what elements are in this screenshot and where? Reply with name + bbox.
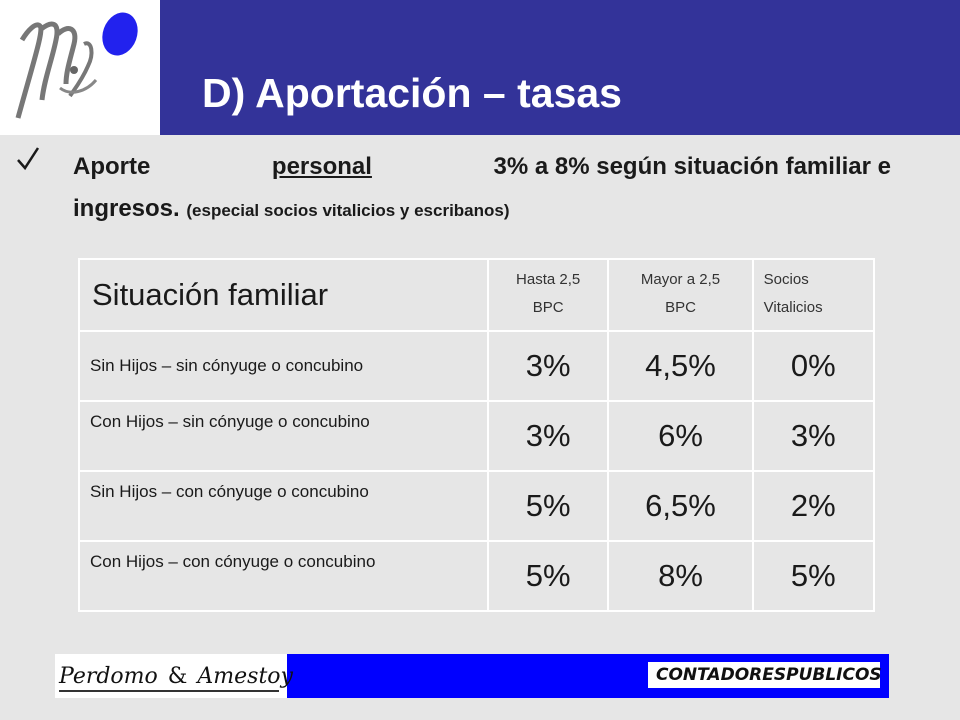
footer-logo-name-1: Perdomo bbox=[59, 663, 158, 689]
row-label: Sin Hijos – sin cónyuge o concubino bbox=[77, 330, 490, 402]
rates-table: Situación familiar Hasta 2,5 BPC Mayor a… bbox=[77, 258, 876, 612]
cell-hasta: 5% bbox=[487, 470, 610, 542]
footer-logo-amp: & bbox=[167, 663, 188, 689]
table-row: Con Hijos – sin cónyuge o concubino 3% 6… bbox=[77, 400, 876, 472]
cell-socios: 0% bbox=[751, 330, 876, 402]
cell-mayor: 6,5% bbox=[607, 470, 754, 542]
header-socios-line2: Vitalicios bbox=[763, 299, 823, 316]
footer-logo-name-2: Amestoy bbox=[197, 663, 293, 689]
checkmark-icon bbox=[17, 147, 40, 171]
bullet-line2: ingresos. bbox=[73, 195, 187, 222]
footer-word-1: CONTADORES bbox=[656, 665, 787, 685]
footer-firm-logo: Perdomo & Amestoy bbox=[55, 654, 293, 698]
slide-title: D) Aportación – tasas bbox=[202, 70, 622, 116]
table-header-row: Situación familiar Hasta 2,5 BPC Mayor a… bbox=[77, 258, 876, 332]
company-logo bbox=[0, 0, 160, 135]
bullet-underlined: personal bbox=[271, 153, 372, 180]
header-mayor-line2: BPC bbox=[665, 299, 696, 316]
table-row: Con Hijos – con cónyuge o concubino 5% 8… bbox=[77, 540, 876, 612]
footer-word-2: PUBLICOS bbox=[786, 665, 882, 685]
table-row: Sin Hijos – sin cónyuge o concubino 3% 4… bbox=[77, 330, 876, 402]
footer-logo-underline bbox=[59, 690, 279, 692]
bullet-note: (especial socios vitalicios y escribanos… bbox=[186, 201, 510, 220]
cell-hasta: 3% bbox=[487, 330, 610, 402]
table-row: Sin Hijos – con cónyuge o concubino 5% 6… bbox=[77, 470, 876, 542]
cell-mayor: 4,5% bbox=[607, 330, 754, 402]
row-label: Con Hijos – con cónyuge o concubino bbox=[77, 540, 490, 612]
cell-hasta: 3% bbox=[487, 400, 610, 472]
bullet-rest: 3% a 8% según situación familiar e bbox=[493, 153, 891, 180]
header-socios: Socios Vitalicios bbox=[751, 258, 876, 332]
bullet-text: Aporte personal 3% a 8% según situación … bbox=[73, 146, 891, 232]
header-situacion: Situación familiar bbox=[77, 258, 490, 332]
cell-socios: 2% bbox=[751, 470, 876, 542]
bullet-prefix: Aporte bbox=[73, 153, 151, 180]
header-hasta-line2: BPC bbox=[532, 299, 564, 316]
logo-emblem-icon bbox=[15, 12, 138, 119]
cell-socios: 5% bbox=[751, 540, 876, 612]
row-label: Con Hijos – sin cónyuge o concubino bbox=[77, 400, 490, 472]
cell-hasta: 5% bbox=[487, 540, 610, 612]
cell-mayor: 8% bbox=[607, 540, 754, 612]
header-hasta-line1: Hasta 2,5 bbox=[516, 271, 581, 288]
header-socios-line1: Socios bbox=[763, 271, 809, 288]
header-mayor: Mayor a 2,5 BPC bbox=[607, 258, 754, 332]
title-bar bbox=[160, 0, 960, 135]
cell-mayor: 6% bbox=[607, 400, 754, 472]
cell-socios: 3% bbox=[751, 400, 876, 472]
header-hasta: Hasta 2,5 BPC bbox=[487, 258, 610, 332]
header-mayor-line1: Mayor a 2,5 bbox=[640, 271, 721, 288]
footer-contadores-label: CONTADORES PUBLICOS bbox=[648, 662, 882, 688]
row-label: Sin Hijos – con cónyuge o concubino bbox=[77, 470, 490, 542]
